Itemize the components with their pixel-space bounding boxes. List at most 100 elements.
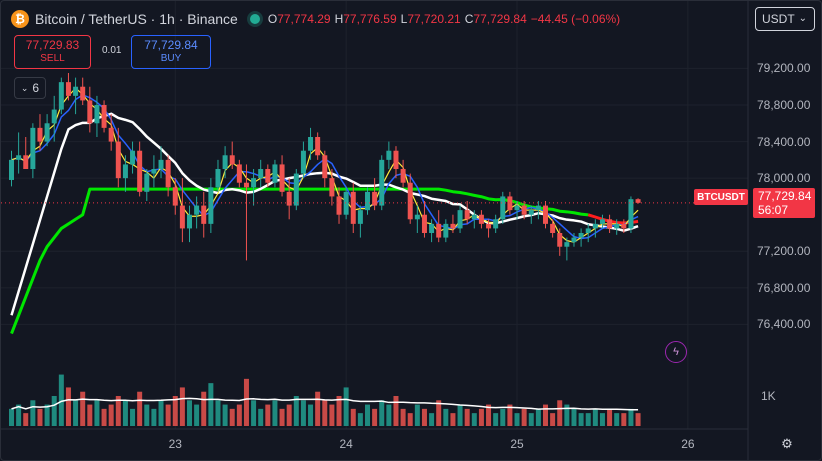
candle-body	[471, 214, 477, 220]
candle	[229, 141, 235, 169]
candle-body	[243, 182, 249, 188]
buy-button[interactable]: 77,729.84 BUY	[131, 35, 211, 69]
volume-bar	[115, 396, 121, 426]
trend-ma-up	[10, 187, 589, 335]
volume-bar	[450, 413, 456, 426]
volume-bar	[215, 400, 221, 426]
candle	[308, 127, 314, 160]
volume-bar	[614, 413, 620, 426]
volume-ma-line	[11, 397, 639, 411]
candle-body	[130, 150, 136, 165]
volume-bar	[51, 396, 57, 426]
candle-body	[73, 86, 79, 96]
candle-body	[528, 210, 534, 215]
candle-body	[308, 137, 314, 151]
volume-bar	[272, 400, 278, 426]
candle-body	[535, 205, 541, 211]
ohlc-values: O77,774.29 H77,776.59 L77,720.21 C77,729.84…	[268, 12, 624, 26]
candle-body	[635, 199, 641, 203]
volume-bar	[521, 408, 527, 426]
lightning-icon[interactable]: ϟ	[665, 341, 687, 363]
candle	[557, 228, 563, 256]
volume-bar	[208, 383, 214, 426]
volume-bar	[443, 408, 449, 426]
volume-bar	[571, 408, 577, 426]
candle-body	[357, 210, 363, 224]
candle-body	[543, 205, 548, 224]
volume-bar	[557, 400, 563, 426]
candle	[393, 146, 399, 179]
volume-bar	[308, 404, 314, 426]
candle	[65, 73, 71, 101]
volume-bar	[407, 413, 413, 426]
price-tick-label: 77,200.00	[757, 244, 811, 259]
candle	[543, 201, 548, 229]
candle-body	[322, 155, 328, 179]
volume-bar	[365, 404, 370, 426]
candle-body	[300, 150, 306, 174]
volume-bar	[528, 413, 534, 426]
candle-body	[429, 223, 435, 233]
candle	[372, 178, 378, 211]
candle-body	[478, 214, 484, 224]
candle-body	[23, 155, 29, 169]
ohlc-key: L	[400, 12, 408, 26]
candle	[272, 159, 278, 188]
sell-label: SELL	[40, 53, 65, 64]
volume-bar	[564, 404, 570, 426]
volume-bar	[500, 408, 506, 426]
candle	[635, 198, 641, 204]
volume-bar	[30, 400, 36, 426]
volume-bar	[44, 404, 50, 426]
candle-body	[578, 233, 584, 238]
candle-body	[229, 155, 235, 165]
currency-select[interactable]: USDT ⌄	[755, 7, 815, 31]
volume-bar	[187, 400, 192, 426]
symbol-title[interactable]: Bitcoin / TetherUS · 1h · Binance	[35, 11, 238, 27]
settings-gear-icon[interactable]: ⚙	[781, 436, 793, 451]
candle-body	[379, 159, 385, 206]
candle-body	[251, 178, 257, 188]
volume-bar	[158, 400, 164, 426]
candle-body	[407, 182, 413, 220]
candle	[279, 155, 285, 197]
candle-body	[464, 210, 470, 220]
candle-body	[44, 123, 50, 142]
sell-button[interactable]: 77,729.83 SELL	[14, 35, 91, 69]
bitcoin-logo-icon: ₿	[11, 10, 29, 28]
volume-bar	[457, 404, 463, 426]
price-tick-label: 76,800.00	[757, 280, 811, 295]
volume-bar	[507, 404, 513, 426]
grid-lines	[1, 1, 748, 429]
candle	[528, 205, 534, 224]
volume-bar	[87, 404, 93, 426]
volume-bar	[599, 413, 605, 426]
candle	[44, 114, 50, 147]
candle	[514, 201, 520, 220]
volume-bar	[94, 400, 100, 426]
candle	[158, 146, 164, 179]
candle-body	[585, 228, 591, 233]
candle-body	[187, 214, 192, 229]
candle	[592, 219, 598, 238]
volume-ma-polyline	[11, 397, 639, 411]
volume-bar	[464, 408, 470, 426]
volume-bar	[343, 387, 349, 426]
volume-bar	[400, 408, 406, 426]
candle	[329, 169, 335, 206]
volume-bar	[386, 404, 392, 426]
candle	[414, 205, 420, 233]
candle	[493, 214, 499, 233]
candle-body	[258, 169, 264, 179]
volume-bar	[58, 374, 64, 426]
candle	[336, 187, 342, 224]
candle-body	[414, 214, 420, 220]
candle	[215, 159, 221, 192]
candle-body	[564, 242, 570, 247]
candle	[9, 150, 14, 187]
candle	[80, 77, 86, 105]
indicators-toggle-button[interactable]: ⌄ 6	[14, 77, 46, 99]
candle-body	[272, 164, 278, 183]
